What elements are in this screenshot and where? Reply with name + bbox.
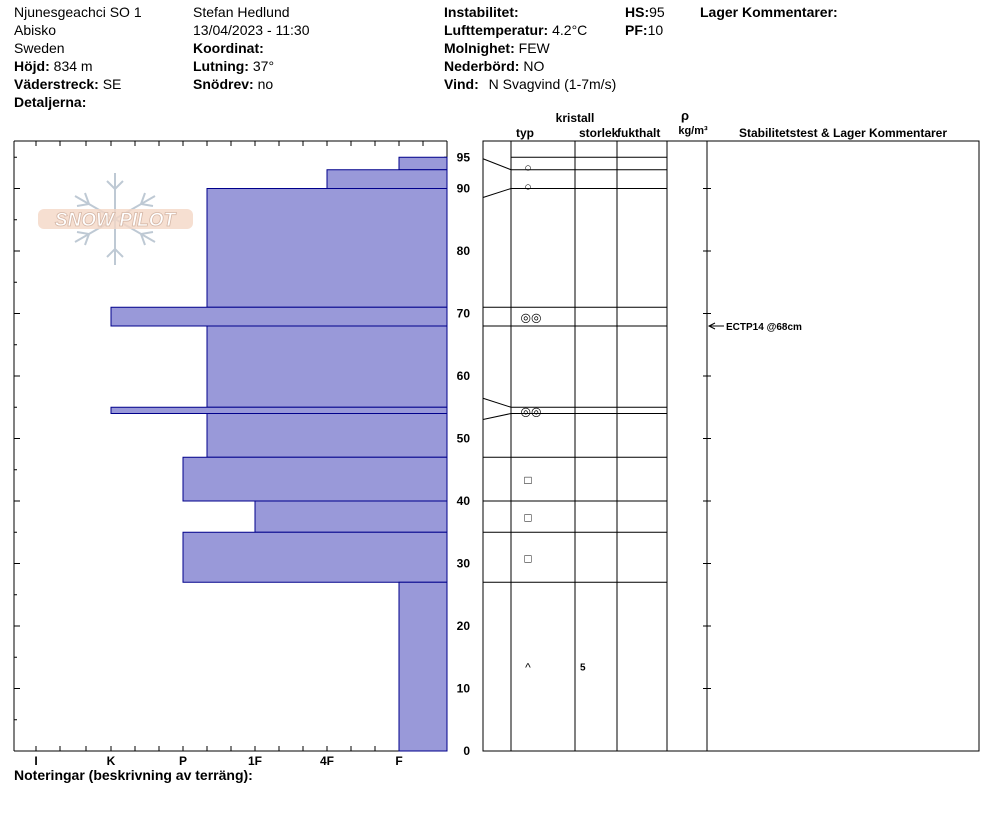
drift-value: no — [257, 76, 274, 92]
hardness-layer-bar — [398, 581, 448, 752]
precip-label: Nederbörd: — [444, 58, 520, 74]
location-name: Njunesgeachci SO 1 — [14, 4, 142, 20]
pf-row: PF:10 — [625, 22, 663, 39]
sky-value: FEW — [518, 40, 550, 56]
depth-tick-label: 0 — [463, 744, 470, 758]
coordinate-label: Koordinat: — [193, 40, 264, 56]
depth-tick-label: 40 — [457, 494, 471, 508]
slope-value: 37° — [252, 58, 275, 74]
precip-row: Nederbörd: NO — [444, 58, 544, 75]
terrain-notes-label: Noteringar (beskrivning av terräng): — [14, 767, 253, 783]
hardness-layer-bar — [110, 406, 448, 414]
precip-value: NO — [523, 58, 545, 74]
wind-value: N Svagvind (1-7m/s) — [488, 76, 617, 92]
layer-connector — [482, 188, 512, 198]
density-unit-header: kg/m³ — [678, 125, 708, 137]
hs-label: HS: — [625, 4, 650, 20]
snowpilot-logo: SNOW PILOT — [38, 173, 193, 265]
depth-tick-label: 80 — [457, 244, 471, 258]
air-temp-label: Lufttemperatur: — [444, 22, 549, 38]
slope-row: Lutning: 37° — [193, 58, 274, 75]
moisture-header: fukthalt — [617, 126, 660, 140]
depth-tick-label: 60 — [457, 369, 471, 383]
depth-tick-label: 95 — [457, 150, 471, 164]
aspect-value: SE — [102, 76, 122, 92]
hardness-tick-label: F — [395, 754, 402, 768]
depth-tick-label: 90 — [457, 182, 471, 196]
grain-type-symbol: ○ — [524, 161, 531, 175]
depth-tick-label: 30 — [457, 557, 471, 571]
aspect-row: Väderstreck: SE — [14, 76, 121, 93]
sky-label: Molnighet: — [444, 40, 515, 56]
grain-type-symbol: □ — [524, 551, 531, 565]
grain-type-symbol: ^ — [525, 661, 531, 675]
layer-grid — [482, 140, 980, 752]
air-temp-value: 4.2°C — [552, 22, 588, 38]
depth-tick-label: 50 — [457, 432, 471, 446]
grain-type-symbol: ◎◎ — [521, 311, 542, 325]
crystal-header: kristall — [556, 111, 595, 125]
grain-size-label: 5 — [580, 663, 586, 674]
hardness-layer-bar — [110, 306, 448, 327]
country-name: Sweden — [14, 40, 65, 56]
stability-header: Stabilitetstest & Lager Kommentarer — [739, 126, 947, 140]
snow-profile-chart: kristall typ storlek fukthalt ρ kg/m³ St… — [13, 108, 980, 768]
logo-text: SNOW PILOT — [55, 210, 177, 231]
drift-row: Snödrev: no — [193, 76, 273, 93]
air-temp-row: Lufttemperatur: 4.2°C — [444, 22, 587, 39]
grain-type-symbol: □ — [524, 473, 531, 487]
sky-row: Molnighet: FEW — [444, 40, 550, 57]
layer-comments-label: Lager Kommentarer: — [700, 4, 838, 20]
hardness-layer-bar — [326, 169, 448, 189]
hardness-tick-label: K — [107, 754, 116, 768]
observation-datetime: 13/04/2023 - 11:30 — [193, 22, 310, 38]
hs-row: HS:95 — [625, 4, 665, 21]
layer-connector — [482, 158, 512, 171]
hardness-tick-label: P — [179, 754, 187, 768]
drift-label: Snödrev: — [193, 76, 254, 92]
hardness-layer-bar — [206, 325, 448, 408]
hardness-layer-bar — [182, 531, 448, 583]
aspect-label: Väderstreck: — [14, 76, 99, 92]
elevation-row: Höjd: 834 m — [14, 58, 93, 75]
rho-header: ρ — [681, 108, 689, 123]
details-label: Detaljerna: — [14, 94, 87, 110]
grain-type-symbol: ◎◎ — [521, 404, 542, 418]
grain-type-symbol: ○ — [524, 179, 531, 193]
stability-test-label: ECTP14 @68cm — [726, 322, 802, 333]
instability-label: Instabilitet: — [444, 4, 519, 20]
hardness-layer-bar — [398, 156, 448, 171]
hardness-layer-bar — [206, 188, 448, 308]
grain-type-symbol: □ — [524, 511, 531, 525]
hardness-layer-bar — [206, 413, 448, 458]
hardness-tick-label: I — [34, 754, 37, 768]
depth-tick-label: 70 — [457, 307, 471, 321]
type-header: typ — [516, 126, 534, 140]
depth-tick-label: 20 — [457, 619, 471, 633]
observer-name: Stefan Hedlund — [193, 4, 290, 20]
hardness-layer-bar — [182, 456, 448, 502]
slope-label: Lutning: — [193, 58, 249, 74]
region-name: Abisko — [14, 22, 57, 38]
pf-label: PF: — [625, 22, 648, 38]
hardness-layer-bar — [254, 500, 448, 533]
hardness-tick-label: 1F — [248, 754, 262, 768]
stability-arrow-head — [707, 322, 716, 330]
wind-label: Vind: — [444, 76, 479, 92]
size-header: storlek — [579, 126, 619, 140]
elevation-value: 834 m — [53, 58, 93, 74]
hs-value: 95 — [649, 4, 665, 20]
wind-row: Vind: N Svagvind (1-7m/s) — [444, 76, 616, 93]
layer-connector — [482, 413, 512, 420]
depth-tick-label: 10 — [457, 682, 471, 696]
elevation-label: Höjd: — [14, 58, 50, 74]
pf-value: 10 — [647, 22, 664, 38]
layer-connector — [482, 397, 512, 408]
hardness-tick-label: 4F — [320, 754, 334, 768]
